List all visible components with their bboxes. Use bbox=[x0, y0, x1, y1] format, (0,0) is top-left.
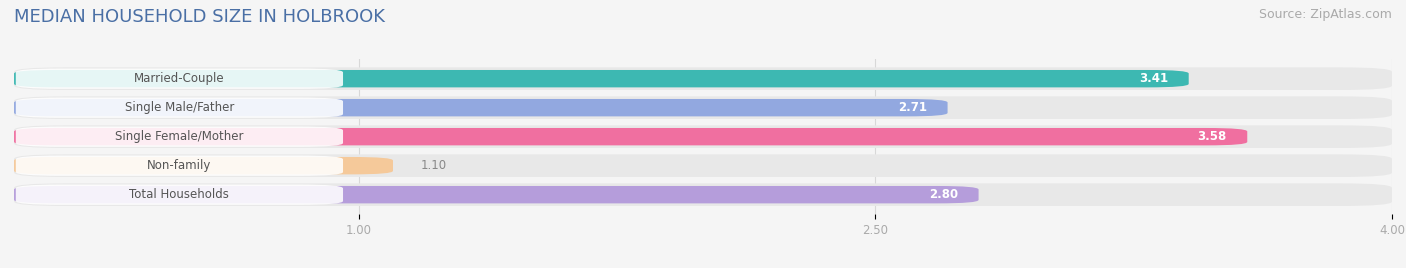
FancyBboxPatch shape bbox=[15, 98, 343, 118]
FancyBboxPatch shape bbox=[14, 157, 394, 174]
Text: Married-Couple: Married-Couple bbox=[134, 72, 225, 85]
FancyBboxPatch shape bbox=[14, 183, 1392, 206]
Text: MEDIAN HOUSEHOLD SIZE IN HOLBROOK: MEDIAN HOUSEHOLD SIZE IN HOLBROOK bbox=[14, 8, 385, 26]
Text: 3.58: 3.58 bbox=[1198, 130, 1226, 143]
FancyBboxPatch shape bbox=[14, 67, 1392, 90]
FancyBboxPatch shape bbox=[14, 99, 948, 116]
FancyBboxPatch shape bbox=[14, 96, 1392, 119]
FancyBboxPatch shape bbox=[15, 126, 343, 147]
Text: 2.80: 2.80 bbox=[929, 188, 957, 201]
Text: 1.10: 1.10 bbox=[420, 159, 447, 172]
Text: Total Households: Total Households bbox=[129, 188, 229, 201]
FancyBboxPatch shape bbox=[14, 125, 1392, 148]
FancyBboxPatch shape bbox=[14, 186, 979, 203]
FancyBboxPatch shape bbox=[14, 128, 1247, 145]
FancyBboxPatch shape bbox=[14, 154, 1392, 177]
FancyBboxPatch shape bbox=[15, 185, 343, 205]
Text: Non-family: Non-family bbox=[148, 159, 211, 172]
Text: 2.71: 2.71 bbox=[898, 101, 927, 114]
FancyBboxPatch shape bbox=[14, 70, 1188, 87]
FancyBboxPatch shape bbox=[15, 155, 343, 176]
FancyBboxPatch shape bbox=[15, 69, 343, 89]
Text: Single Female/Mother: Single Female/Mother bbox=[115, 130, 243, 143]
Text: Source: ZipAtlas.com: Source: ZipAtlas.com bbox=[1258, 8, 1392, 21]
Text: Single Male/Father: Single Male/Father bbox=[125, 101, 233, 114]
Text: 3.41: 3.41 bbox=[1139, 72, 1168, 85]
